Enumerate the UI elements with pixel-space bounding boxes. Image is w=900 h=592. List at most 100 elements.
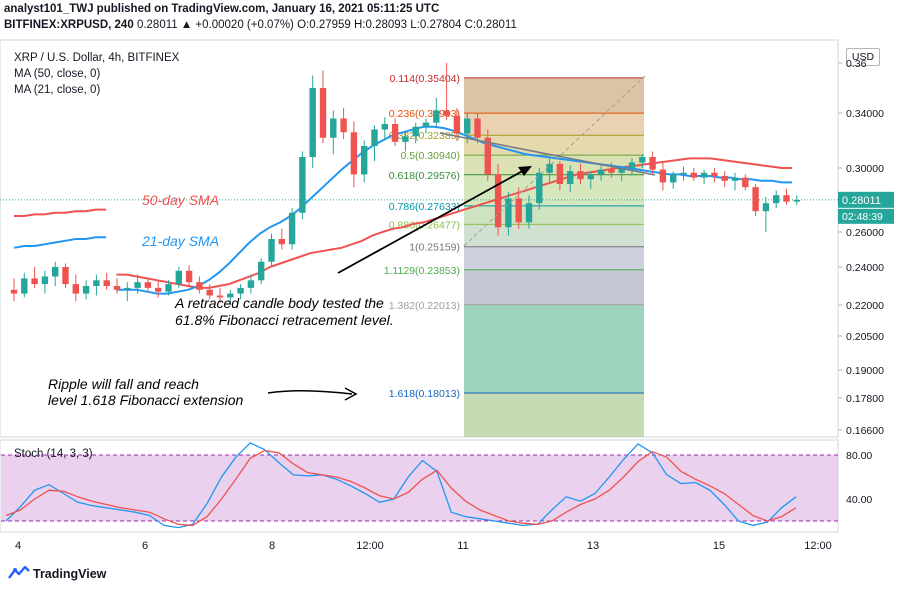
extension-arrowhead	[344, 387, 358, 401]
candle[interactable]	[21, 272, 28, 298]
candle[interactable]	[731, 172, 739, 191]
fib-level-label: 1.382(0.22013)	[389, 300, 460, 312]
candle[interactable]	[268, 233, 275, 267]
time-tick-label: 11	[457, 540, 468, 552]
candle[interactable]	[93, 274, 100, 296]
candle-body	[165, 284, 172, 292]
ma21-legend[interactable]: MA (21, close, 0)	[14, 84, 101, 96]
fib-zone	[464, 393, 644, 437]
candle-body	[731, 177, 739, 181]
ma50-legend[interactable]: MA (50, close, 0)	[14, 68, 101, 80]
candle[interactable]	[793, 195, 800, 205]
candle[interactable]	[597, 165, 605, 181]
candle[interactable]	[52, 261, 59, 286]
candle[interactable]	[330, 110, 337, 155]
candle[interactable]	[113, 278, 121, 294]
candle[interactable]	[567, 165, 574, 192]
candle[interactable]	[278, 228, 285, 250]
candle[interactable]	[546, 158, 553, 184]
candle-body	[216, 295, 224, 298]
candle[interactable]	[299, 151, 306, 220]
candle-body	[309, 88, 316, 157]
candle[interactable]	[361, 140, 368, 183]
candle[interactable]	[670, 171, 677, 189]
candle[interactable]	[773, 190, 780, 208]
candle[interactable]	[206, 284, 213, 300]
candle[interactable]	[680, 166, 687, 181]
candle[interactable]	[402, 132, 409, 152]
candle[interactable]	[525, 195, 533, 229]
candle[interactable]	[742, 174, 749, 191]
candle[interactable]	[247, 274, 255, 294]
fib-level-label: 0.618(0.29576)	[389, 170, 460, 182]
tradingview-footer[interactable]: TradingView	[8, 565, 106, 583]
candle[interactable]	[309, 75, 316, 169]
candle[interactable]	[649, 151, 656, 175]
fib-level-label: 0.786(0.27633)	[389, 201, 460, 213]
candle[interactable]	[72, 274, 79, 302]
candle[interactable]	[783, 188, 790, 205]
candle-body	[124, 287, 131, 290]
candle[interactable]	[340, 108, 347, 140]
candle[interactable]	[391, 118, 399, 147]
stoch-legend[interactable]: Stoch (14, 3, 3)	[14, 448, 93, 460]
candle[interactable]	[82, 280, 90, 300]
candle[interactable]	[577, 163, 584, 184]
candle[interactable]	[41, 270, 49, 294]
candle[interactable]	[10, 278, 18, 302]
candle[interactable]	[443, 63, 450, 120]
candle[interactable]	[155, 280, 162, 298]
candle[interactable]	[628, 158, 636, 175]
candle[interactable]	[350, 121, 358, 188]
candle[interactable]	[711, 168, 718, 183]
candle[interactable]	[175, 267, 182, 288]
candle[interactable]	[587, 171, 594, 189]
candle[interactable]	[422, 118, 430, 134]
candle-body	[670, 174, 677, 183]
candle[interactable]	[371, 125, 378, 162]
candle[interactable]	[433, 98, 440, 127]
candle[interactable]	[474, 113, 481, 144]
candle[interactable]	[62, 263, 69, 288]
candle[interactable]	[484, 129, 491, 181]
candle-body	[268, 239, 275, 262]
candle[interactable]	[659, 162, 667, 191]
candle-body	[10, 289, 18, 294]
candle[interactable]	[721, 171, 728, 188]
candle[interactable]	[288, 208, 296, 250]
candle[interactable]	[690, 168, 697, 181]
fib-level-label: 0.382(0.32385)	[389, 130, 460, 142]
candle[interactable]	[412, 122, 419, 144]
stoch-k-line	[5, 442, 797, 529]
candle[interactable]	[124, 282, 131, 302]
candle[interactable]	[536, 168, 543, 210]
candle[interactable]	[752, 184, 759, 216]
candle[interactable]	[494, 163, 502, 236]
candle[interactable]	[608, 162, 615, 178]
candle[interactable]	[216, 287, 224, 304]
candle[interactable]	[258, 258, 265, 285]
candle[interactable]	[639, 154, 646, 168]
candle[interactable]	[165, 280, 172, 296]
candle-body	[556, 163, 564, 184]
candle[interactable]	[31, 267, 38, 288]
candle[interactable]	[196, 276, 203, 294]
candle[interactable]	[103, 272, 110, 290]
candle[interactable]	[134, 274, 141, 294]
candle[interactable]	[453, 108, 461, 141]
candle[interactable]	[505, 192, 512, 236]
candle[interactable]	[515, 187, 522, 229]
currency-button[interactable]: USD	[846, 48, 880, 66]
candle[interactable]	[556, 161, 564, 191]
candle[interactable]	[237, 284, 244, 300]
candle[interactable]	[227, 289, 234, 305]
candle[interactable]	[144, 278, 152, 292]
candle[interactable]	[185, 265, 193, 286]
candle[interactable]	[381, 117, 388, 141]
candle-body	[587, 174, 594, 180]
candle[interactable]	[319, 70, 327, 144]
stoch-band	[1, 455, 838, 521]
candle[interactable]	[762, 196, 770, 232]
candle[interactable]	[700, 169, 708, 184]
